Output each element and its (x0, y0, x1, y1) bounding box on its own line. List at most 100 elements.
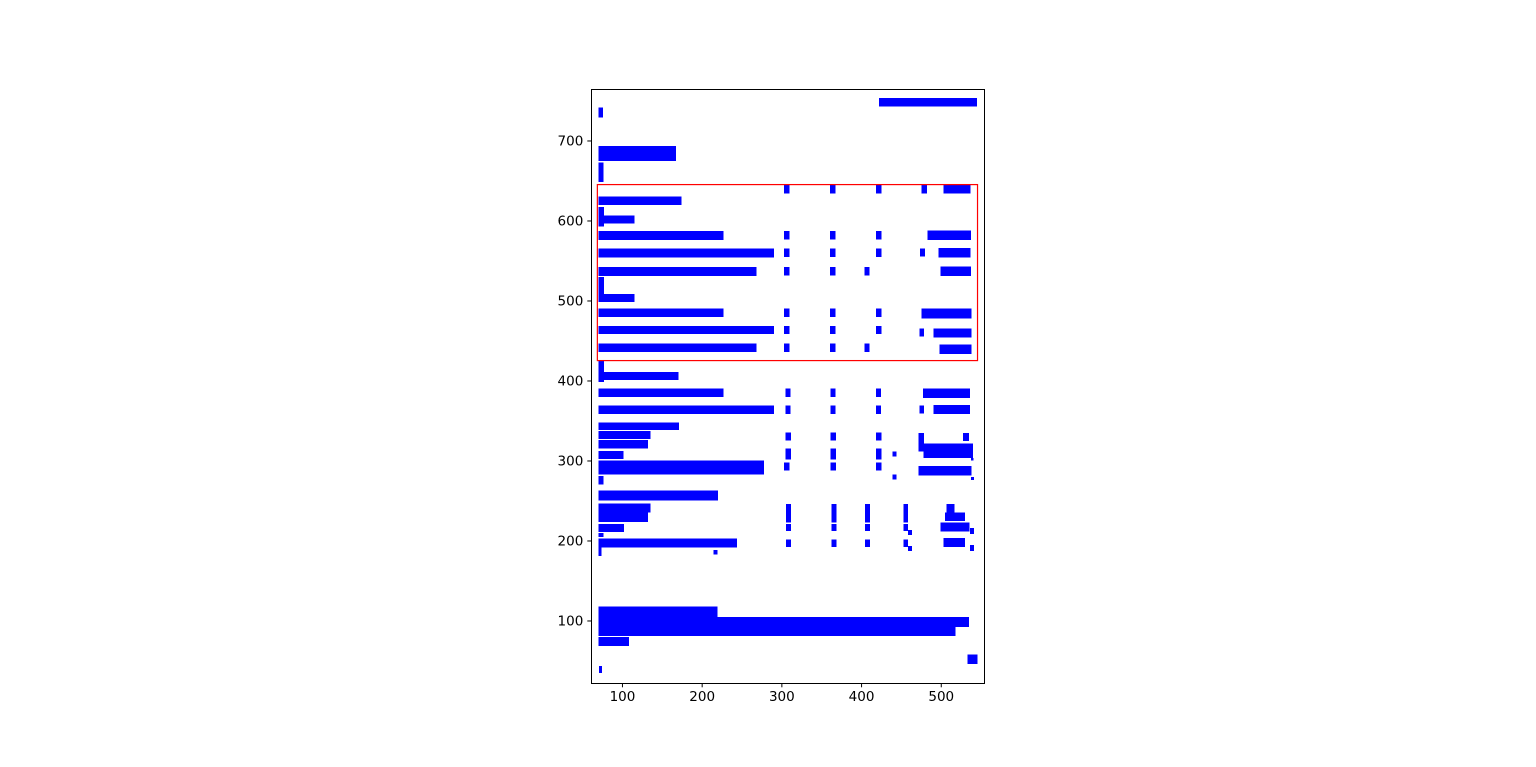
box-rect (831, 539, 837, 547)
box-rect (598, 230, 724, 240)
box-rect (830, 266, 836, 276)
box-rect (962, 432, 969, 441)
box-rect (969, 544, 974, 551)
box-rect (879, 98, 978, 107)
box-rect (598, 665, 603, 673)
box-rect (830, 184, 836, 194)
box-rect (783, 343, 790, 352)
box-rect (923, 451, 974, 459)
box-rect (944, 512, 966, 521)
box-rect (933, 328, 972, 338)
box-rect (598, 276, 605, 302)
box-rect (830, 308, 836, 317)
box-rect (940, 266, 971, 276)
box-rect (943, 184, 971, 194)
y-tick-label: 500 (558, 293, 584, 309)
box-rect (598, 440, 648, 449)
box-rect (875, 184, 882, 194)
box-rect (598, 503, 651, 513)
box-rect (875, 388, 882, 397)
box-rect (598, 450, 624, 459)
box-rect (875, 248, 882, 257)
box-rect (921, 184, 927, 194)
y-tick-label: 700 (558, 133, 584, 149)
box-rect (865, 523, 870, 531)
y-tick-label: 400 (558, 373, 584, 389)
box-rect (864, 343, 870, 352)
x-tick-label: 100 (610, 689, 636, 705)
box-rect (785, 523, 792, 531)
box-rect (927, 230, 971, 240)
box-rect (598, 248, 774, 258)
box-rect (892, 474, 897, 480)
box-rect (830, 230, 836, 240)
box-rect (875, 462, 882, 471)
box-rect (903, 539, 909, 547)
y-tick-label: 300 (558, 453, 584, 469)
box-rect (939, 344, 972, 355)
box-rect (903, 523, 909, 531)
plot-border (590, 89, 985, 684)
box-rect (598, 266, 757, 276)
box-rect (598, 430, 651, 439)
box-rect (919, 405, 925, 414)
box-rect (892, 451, 897, 457)
box-rect (783, 308, 790, 317)
box-rect (921, 308, 972, 319)
box-rect (598, 606, 718, 617)
box-rect (830, 388, 836, 397)
x-tick-label: 400 (849, 689, 875, 705)
box-rect (940, 522, 970, 532)
y-tick-label: 600 (558, 213, 584, 229)
box-rect (598, 360, 605, 382)
box-rect (908, 545, 912, 551)
box-rect (785, 405, 791, 414)
box-rect (598, 636, 629, 646)
box-rect (865, 504, 870, 523)
box-rect (920, 248, 925, 257)
box-rect (598, 343, 757, 352)
box-rect (604, 372, 679, 381)
box-rect (598, 476, 604, 485)
box-rect (783, 184, 790, 194)
box-rect (938, 248, 971, 258)
box-rect (604, 294, 635, 302)
box-rect (783, 266, 790, 276)
box-rect (943, 538, 966, 547)
box-rect (785, 504, 792, 523)
box-rect (598, 616, 970, 627)
box-rect (970, 457, 974, 461)
box-rect (830, 432, 837, 441)
box-rect (598, 422, 680, 431)
box-rect (598, 388, 724, 397)
box-rect (908, 530, 912, 535)
box-rect (865, 539, 870, 547)
box-rect (783, 248, 790, 257)
box-rect (970, 476, 974, 480)
box-rect (598, 626, 956, 637)
box-rect (598, 145, 676, 161)
box-rect (598, 460, 764, 475)
box-rect (713, 550, 718, 555)
box-rect (598, 162, 604, 182)
box-rect (598, 490, 719, 501)
box-rect (933, 404, 970, 415)
box-rect (830, 405, 836, 414)
box-rect (598, 538, 738, 548)
box-rect (875, 325, 882, 335)
x-tick-label: 300 (769, 689, 795, 705)
box-rect (598, 325, 774, 335)
box-rect (830, 248, 836, 257)
box-rect (831, 523, 837, 531)
highlight-rectangle (596, 183, 979, 362)
box-rect (918, 466, 972, 476)
box-rect (864, 266, 870, 276)
box-rect (598, 308, 724, 317)
box-rect (875, 432, 882, 441)
box-rect (598, 524, 625, 532)
box-rect (918, 443, 974, 452)
box-rect (875, 230, 882, 240)
box-rect (598, 532, 604, 537)
